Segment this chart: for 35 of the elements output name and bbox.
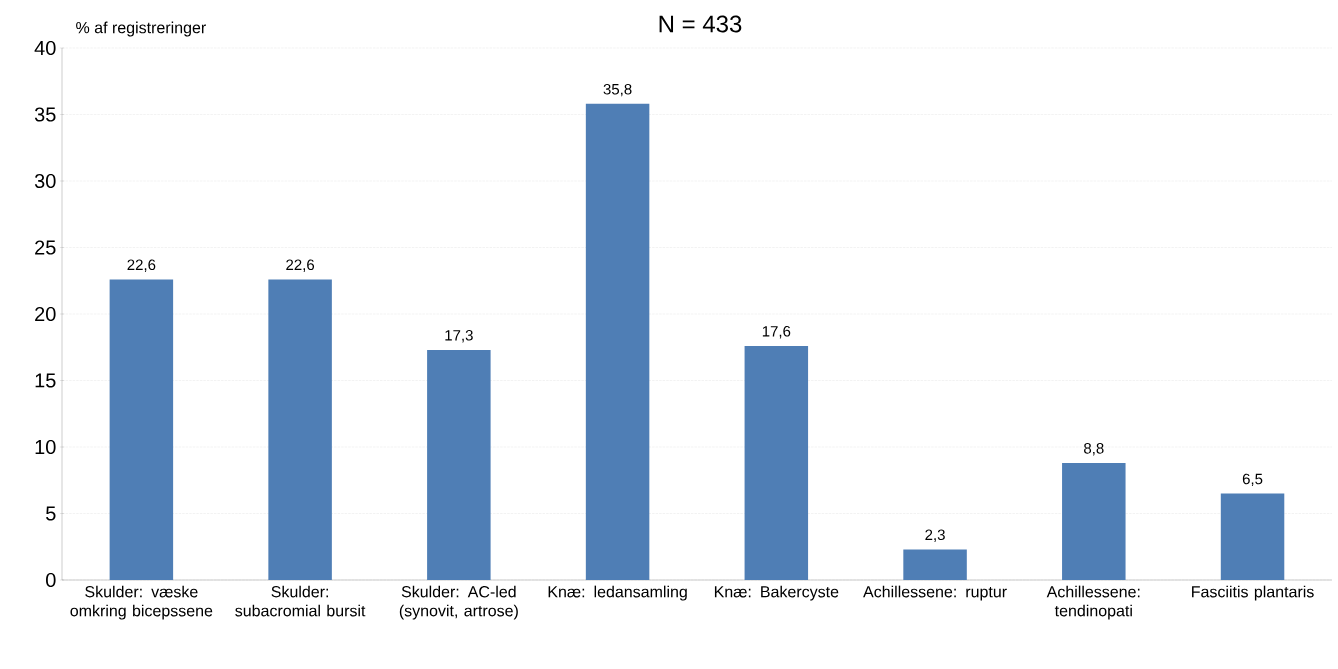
x-tick-label: Skulder: subacromial bursit <box>235 585 366 617</box>
bar <box>903 549 967 580</box>
bar <box>427 349 491 580</box>
y-tick-label: 20 <box>35 306 56 322</box>
y-tick-label: 10 <box>35 439 56 455</box>
data-label: 8,8 <box>1084 443 1104 456</box>
bar <box>585 103 650 580</box>
y-tick-label: 30 <box>34 173 56 189</box>
data-label: 6,5 <box>1242 473 1263 487</box>
data-label: 2,3 <box>925 529 945 542</box>
data-label: 35,8 <box>603 83 632 97</box>
data-label: 22,6 <box>127 259 156 272</box>
x-tick-label: Knæ: ledansamling <box>548 585 687 601</box>
bar <box>1220 493 1285 580</box>
y-tick-label: 25 <box>35 240 56 255</box>
data-label: 22,6 <box>286 259 315 272</box>
y-tick-label: 15 <box>35 373 56 388</box>
x-tick-label: Skulder: væske omkring bicepssene <box>70 585 213 620</box>
bar <box>268 279 332 580</box>
x-tick-label: Achillessene: ruptur <box>863 585 1007 601</box>
bar <box>744 345 809 580</box>
x-tick-label: Fasciitis plantaris <box>1192 585 1314 601</box>
data-label: 17,3 <box>445 330 473 343</box>
chart-title: N = 433 <box>659 15 742 33</box>
bar <box>1062 462 1126 580</box>
y-tick-label: 5 <box>46 506 56 521</box>
x-tick-label: Knæ: Bakercyste <box>714 585 839 601</box>
y-tick-label: 40 <box>34 40 56 56</box>
y-axis-title: % af registreringer <box>76 21 206 37</box>
x-tick-label: Achillessene: tendinopati <box>1046 585 1140 620</box>
bar <box>109 279 174 580</box>
y-tick-label: 0 <box>46 572 56 588</box>
data-label: 17,6 <box>762 326 791 339</box>
x-tick-label: Skulder: AC-led (synovit, artrose) <box>399 585 518 620</box>
y-tick-label: 35 <box>34 107 56 122</box>
